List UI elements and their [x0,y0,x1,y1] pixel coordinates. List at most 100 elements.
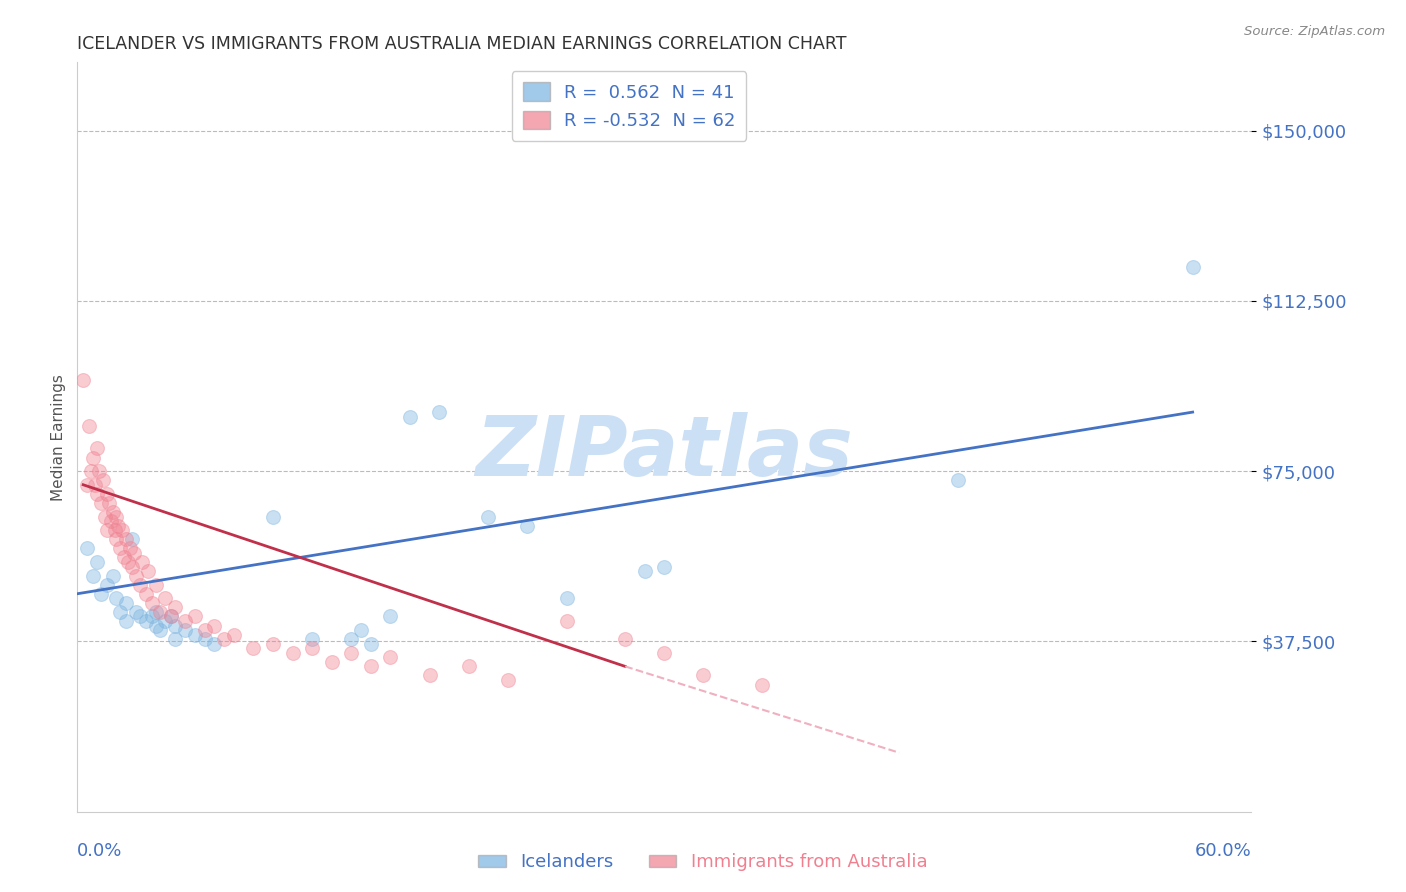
Point [457,659,479,673]
Point [174,623,197,637]
Point [121,559,143,574]
Point [165,632,187,647]
Point [80,464,103,478]
Point [350,623,373,637]
Point [117,555,139,569]
Point [193,632,215,647]
Point [107,518,129,533]
Point [477,509,499,524]
Text: ICELANDER VS IMMIGRANTS FROM AUSTRALIA MEDIAN EARNINGS CORRELATION CHART: ICELANDER VS IMMIGRANTS FROM AUSTRALIA M… [77,35,846,53]
Point [76,541,98,556]
Point [96,577,118,591]
Point [112,550,135,565]
Point [91,473,114,487]
Point [160,609,183,624]
Point [751,677,773,691]
Point [97,496,120,510]
Point [148,605,170,619]
Point [135,587,157,601]
Point [115,596,138,610]
Y-axis label: Median Earnings: Median Earnings [51,374,66,500]
Point [652,559,676,574]
Point [516,518,538,533]
Point [86,555,108,569]
Point [340,646,363,660]
Point [136,564,159,578]
Point [496,673,519,687]
Point [360,637,382,651]
Point [101,568,124,582]
Point [129,609,152,624]
Point [202,618,225,632]
Point [1181,260,1204,274]
Legend: R =  0.562  N = 41, R = -0.532  N = 62: R = 0.562 N = 41, R = -0.532 N = 62 [512,71,747,141]
Point [103,523,125,537]
Point [129,577,152,591]
Point [145,605,167,619]
Point [652,646,676,660]
Point [86,487,108,501]
Point [262,509,284,524]
Point [122,546,145,560]
Point [72,373,94,387]
Point [145,618,167,632]
Point [160,609,183,624]
Point [692,668,714,682]
Point [87,464,110,478]
Point [222,627,245,641]
Point [105,591,128,606]
Point [76,477,98,491]
Point [193,623,215,637]
Point [148,623,170,637]
Point [202,637,225,651]
Point [183,609,207,624]
Point [120,541,142,556]
Point [614,632,637,647]
Point [96,523,118,537]
Point [90,587,112,601]
Point [131,555,153,569]
Point [115,533,138,547]
Point [100,514,122,528]
Point [110,605,132,619]
Legend: Icelanders, Immigrants from Australia: Icelanders, Immigrants from Australia [471,847,935,879]
Point [125,568,148,582]
Point [105,509,128,524]
Point [183,627,207,641]
Point [125,605,148,619]
Point [82,450,104,465]
Point [155,591,177,606]
Point [110,541,132,556]
Text: Source: ZipAtlas.com: Source: ZipAtlas.com [1244,25,1385,38]
Point [84,477,107,491]
Point [93,509,115,524]
Point [301,641,323,656]
Point [165,600,187,615]
Point [301,632,323,647]
Text: 0.0%: 0.0% [77,842,122,860]
Point [111,523,134,537]
Point [634,564,657,578]
Point [101,505,124,519]
Point [321,655,343,669]
Point [340,632,363,647]
Point [105,533,128,547]
Point [427,405,450,419]
Point [141,596,163,610]
Point [380,650,402,665]
Point [135,614,157,628]
Point [946,473,969,487]
Point [86,442,108,456]
Point [174,614,197,628]
Point [360,659,382,673]
Point [155,614,177,628]
Point [281,646,304,660]
Point [165,618,187,632]
Point [121,533,143,547]
Point [145,577,167,591]
Text: ZIPatlas: ZIPatlas [475,411,853,492]
Point [90,496,112,510]
Point [262,637,284,651]
Point [419,668,441,682]
Point [77,418,100,433]
